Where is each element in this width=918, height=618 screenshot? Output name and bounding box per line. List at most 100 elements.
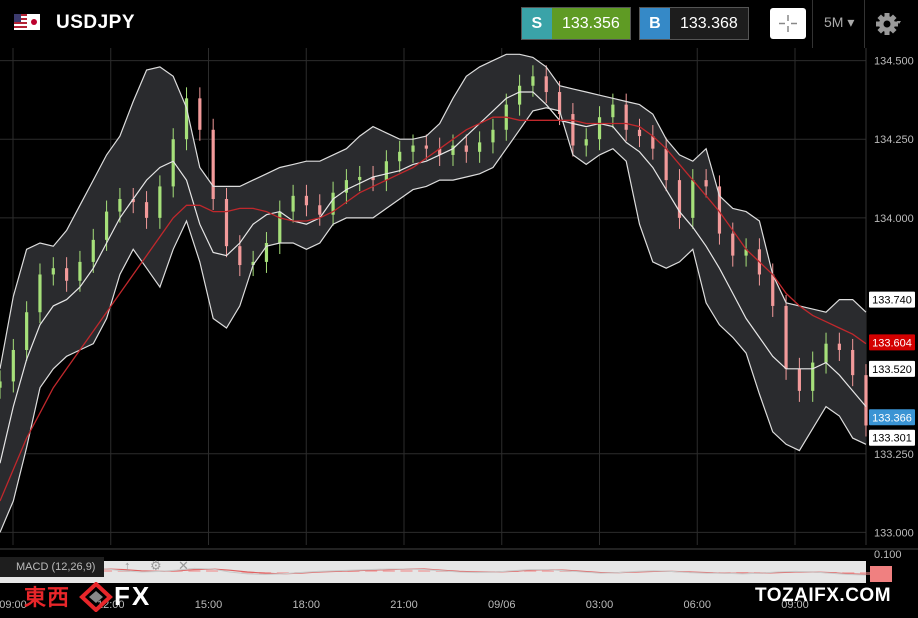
price-tick-label: 134.250 <box>874 134 914 146</box>
sell-tag: S <box>522 8 552 39</box>
timeframe-value: 5M <box>824 14 844 30</box>
time-tick-label: 09/06 <box>488 599 516 611</box>
watermark: TOZAIFX.COM <box>755 585 892 606</box>
candle <box>318 194 322 226</box>
sell-price: 133.356 <box>551 8 630 39</box>
macd-histogram-bar <box>382 569 395 572</box>
timeframe-dropdown[interactable]: 5M ▾ <box>824 14 855 30</box>
crosshair-button[interactable] <box>770 8 806 39</box>
price-labels: 133.740 133.604 133.520 133.366 133.301 <box>869 291 915 446</box>
candle-body <box>198 98 202 130</box>
candle <box>464 134 468 163</box>
tozai-logo: 東西 FX <box>24 580 151 612</box>
price-label-text: 133.740 <box>872 295 912 307</box>
candle-body <box>597 117 602 140</box>
price-label: 133.604 <box>869 334 915 351</box>
candle-body <box>0 381 2 388</box>
macd-tick-label: 0.100 <box>874 549 902 561</box>
macd-line <box>0 566 867 576</box>
candle <box>811 351 815 402</box>
candle <box>184 87 189 151</box>
candle <box>224 187 229 258</box>
logo-fx: FX <box>114 580 152 611</box>
candle-body <box>91 239 95 262</box>
middle-band-line <box>0 91 867 464</box>
candle-body <box>451 145 455 155</box>
candle <box>198 87 202 141</box>
candle-body <box>11 349 15 382</box>
candle-body <box>438 148 442 155</box>
candle-body <box>65 268 69 281</box>
candle <box>797 357 801 402</box>
candle-body <box>371 176 375 181</box>
candle-body <box>104 211 109 240</box>
macd-histogram-bar <box>276 572 289 574</box>
candle-body <box>224 198 229 247</box>
candle <box>171 128 175 198</box>
candle-body <box>78 261 82 281</box>
candle-body <box>118 198 122 212</box>
candle-body <box>184 98 189 140</box>
candle <box>691 169 695 229</box>
candle <box>291 184 295 223</box>
time-tick-label: 21:00 <box>390 599 418 611</box>
candle-body <box>637 129 642 137</box>
band-fill-area <box>0 54 866 533</box>
candle-body <box>304 195 309 206</box>
time-tick-label: 09:00 <box>0 599 27 611</box>
price-axis: 134.500 134.250 134.000 133.250 133.000 <box>874 56 914 540</box>
candle <box>344 169 348 204</box>
candle <box>304 184 309 217</box>
candle-body <box>651 136 655 149</box>
price-label-text: 133.366 <box>872 412 912 424</box>
candle <box>664 137 668 192</box>
macd-value-box <box>870 566 892 582</box>
candle <box>25 301 29 361</box>
candle <box>384 150 388 192</box>
candle <box>211 118 215 210</box>
macd-histogram-bar <box>718 572 731 574</box>
candle-body <box>544 76 548 93</box>
candle-body <box>358 176 362 181</box>
symbol-title: USDJPY <box>56 12 136 33</box>
sell-button[interactable]: S 133.356 <box>521 7 631 40</box>
candle-body <box>411 145 415 152</box>
price-label-box <box>869 409 915 426</box>
candle-body <box>677 180 682 218</box>
candle <box>571 103 575 157</box>
candle <box>251 250 255 277</box>
gear-icon <box>876 13 901 35</box>
candle <box>65 257 69 292</box>
candle-body <box>518 85 522 105</box>
candle-body <box>158 186 162 218</box>
lower-band-line <box>0 107 867 533</box>
candle-body <box>171 139 175 187</box>
price-label-box <box>869 360 915 377</box>
candle <box>51 257 55 286</box>
candle-body <box>384 161 388 181</box>
candle <box>278 200 282 255</box>
candle <box>544 65 548 104</box>
candle <box>584 128 588 157</box>
candle-body <box>318 205 322 215</box>
bollinger-band-area <box>0 54 866 533</box>
candle-body <box>797 368 801 391</box>
time-tick-label: 06:00 <box>683 599 711 611</box>
candle-body <box>478 142 482 152</box>
price-label-text: 133.520 <box>872 364 912 376</box>
close-icon[interactable]: ✕ <box>178 558 189 573</box>
buy-button[interactable]: B 133.368 <box>639 7 749 40</box>
candle-body <box>571 114 575 146</box>
macd-histogram-bar <box>418 569 431 572</box>
macd-band <box>0 561 866 583</box>
time-tick-label: 09:00 <box>781 599 809 611</box>
settings-button[interactable] <box>876 12 901 36</box>
candle-body <box>344 180 348 193</box>
candle-body <box>131 198 135 203</box>
arrow-up-icon[interactable]: ↑ <box>124 558 131 573</box>
upper-band-line <box>0 53 867 369</box>
candle <box>491 118 495 154</box>
candle-body <box>51 268 55 275</box>
gear-icon-small[interactable]: ⚙ <box>150 558 162 573</box>
